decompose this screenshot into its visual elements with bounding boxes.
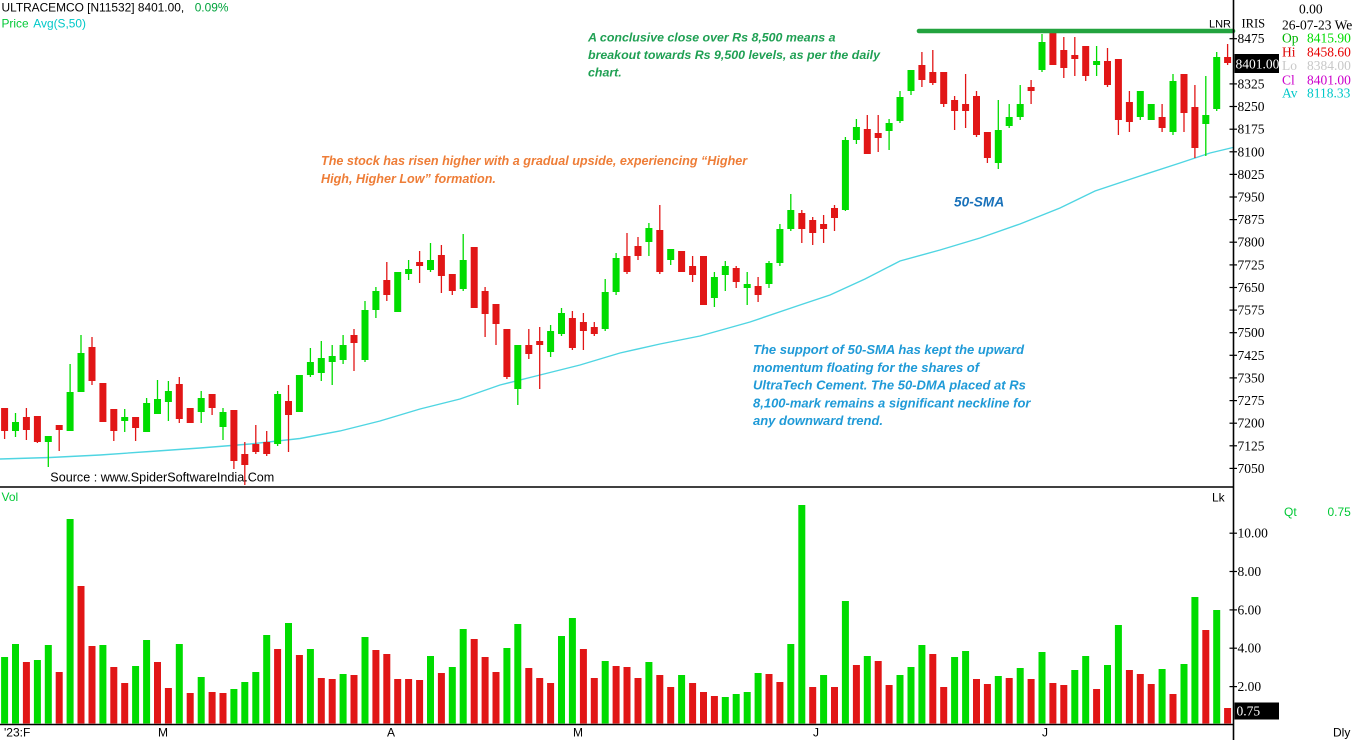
svg-text:10.00: 10.00 (1238, 526, 1269, 541)
svg-text:7125: 7125 (1238, 438, 1265, 453)
svg-text:A conclusive close over Rs 8,5: A conclusive close over Rs 8,500 means a (587, 31, 836, 45)
svg-text:0.75: 0.75 (1237, 704, 1261, 719)
svg-text:Qt: Qt (1284, 505, 1297, 519)
svg-text:Vol: Vol (2, 490, 19, 504)
svg-text:Avg(S,50): Avg(S,50) (33, 16, 86, 30)
svg-text:50-SMA: 50-SMA (954, 194, 1004, 209)
svg-text:Hi: Hi (1282, 44, 1296, 59)
svg-text:8384.00: 8384.00 (1307, 58, 1351, 73)
svg-text:8401.00: 8401.00 (1307, 73, 1351, 88)
svg-text:chart.: chart. (588, 66, 622, 80)
svg-text:0.09%: 0.09% (195, 1, 229, 15)
svg-text:7050: 7050 (1238, 461, 1265, 476)
svg-text:7425: 7425 (1238, 348, 1265, 363)
svg-text:8,100-mark remains a significa: 8,100-mark remains a significant necklin… (753, 395, 1031, 410)
svg-text:Price: Price (2, 16, 29, 30)
svg-text:8250: 8250 (1238, 99, 1265, 114)
svg-text:7875: 7875 (1238, 212, 1265, 227)
svg-text:Av: Av (1282, 86, 1298, 101)
svg-text:2.00: 2.00 (1238, 679, 1262, 694)
svg-text:M: M (158, 726, 168, 740)
svg-text:8025: 8025 (1238, 167, 1265, 182)
svg-text:IRIS: IRIS (1242, 16, 1266, 30)
svg-text:The support of 50-SMA has kept: The support of 50-SMA has kept the upwar… (753, 342, 1025, 357)
svg-text:The stock has risen higher wit: The stock has risen higher with a gradua… (321, 154, 748, 168)
svg-text:Cl: Cl (1282, 73, 1295, 88)
svg-text:Dly: Dly (1333, 726, 1350, 740)
svg-text:J: J (813, 726, 819, 740)
svg-text:LNR: LNR (1209, 18, 1231, 30)
svg-text:0.75: 0.75 (1328, 505, 1352, 519)
svg-text:8475: 8475 (1238, 31, 1265, 46)
svg-text:7200: 7200 (1238, 416, 1265, 431)
svg-text:7350: 7350 (1238, 370, 1265, 385)
svg-text:8175: 8175 (1238, 122, 1265, 137)
svg-text:Lo: Lo (1282, 58, 1297, 73)
svg-text:Source : www.SpiderSoftwareInd: Source : www.SpiderSoftwareIndia.Com (50, 470, 274, 484)
svg-text:4.00: 4.00 (1238, 641, 1262, 656)
svg-text:High, Higher Low” formation.: High, Higher Low” formation. (321, 172, 496, 186)
svg-text:7575: 7575 (1238, 303, 1265, 318)
svg-text:any downward trend.: any downward trend. (753, 413, 883, 428)
svg-text:7650: 7650 (1238, 280, 1265, 295)
svg-text:8415.90: 8415.90 (1307, 31, 1351, 46)
svg-text:8100: 8100 (1238, 144, 1265, 159)
svg-text:7800: 7800 (1238, 235, 1265, 250)
svg-text:Lk: Lk (1212, 491, 1226, 505)
svg-text:'23:F: '23:F (4, 726, 30, 740)
svg-text:breakout towards Rs 9,500 leve: breakout towards Rs 9,500 levels, as per… (588, 48, 881, 62)
svg-text:7275: 7275 (1238, 393, 1265, 408)
svg-text:7950: 7950 (1238, 190, 1265, 205)
svg-text:M: M (573, 726, 583, 740)
svg-text:8458.60: 8458.60 (1307, 44, 1351, 59)
svg-text:ULTRACEMCO [N11532] 8401.00,: ULTRACEMCO [N11532] 8401.00, (2, 1, 185, 15)
svg-text:6.00: 6.00 (1238, 602, 1262, 617)
svg-text:A: A (387, 726, 395, 740)
svg-text:8325: 8325 (1238, 76, 1265, 91)
svg-text:8401.00: 8401.00 (1236, 57, 1280, 72)
svg-text:8.00: 8.00 (1238, 564, 1262, 579)
svg-text:momentum floating for the shar: momentum floating for the shares of (753, 360, 981, 375)
svg-text:7500: 7500 (1238, 325, 1265, 340)
svg-text:26-07-23 Wed: 26-07-23 Wed (1282, 17, 1352, 32)
svg-text:UltraTech Cement. The 50-DMA p: UltraTech Cement. The 50-DMA placed at R… (753, 378, 1026, 393)
svg-text:J: J (1042, 726, 1048, 740)
svg-text:0.00: 0.00 (1299, 1, 1323, 16)
svg-text:7725: 7725 (1238, 257, 1265, 272)
svg-text:Op: Op (1282, 31, 1299, 46)
svg-text:8118.33: 8118.33 (1307, 86, 1351, 101)
